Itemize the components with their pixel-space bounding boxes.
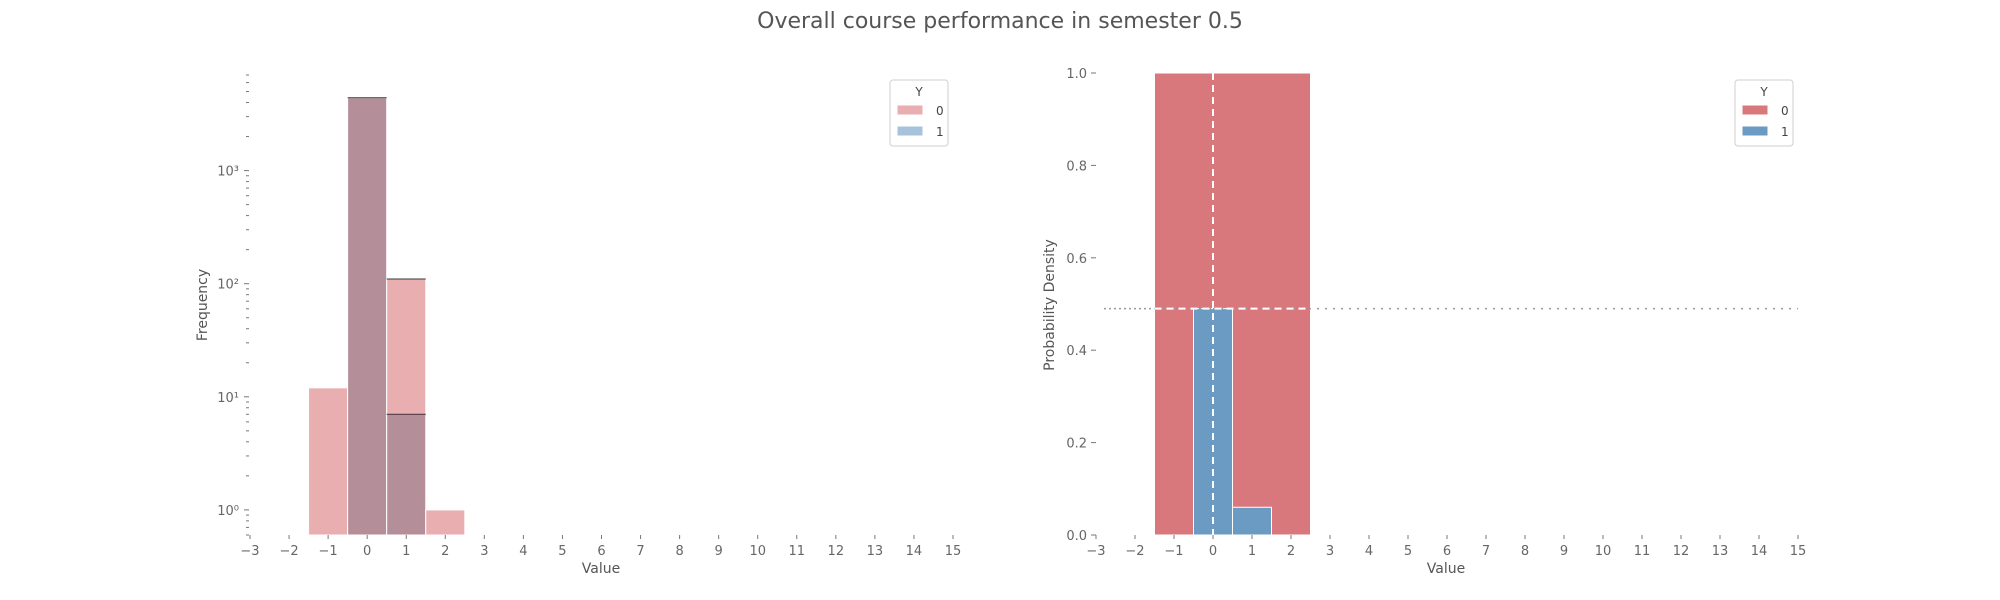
density-histogram-panel: 0.00.20.40.60.81.0 −3 −2 −1 0 1 2 3 4 5 6 7 8 9 10 11 1… <box>1042 67 1806 577</box>
x-tick-label: 4 <box>519 544 527 559</box>
x-tick-label: 13 <box>1712 544 1729 559</box>
x-tick-label: 12 <box>1673 544 1690 559</box>
legend-label-1: 1 <box>936 125 944 139</box>
histogram-bar-class-0 <box>308 387 349 536</box>
x-tick-label: −3 <box>1086 544 1105 559</box>
x-tick-label: 11 <box>789 544 806 559</box>
x-tick-label: 15 <box>1790 544 1807 559</box>
x-tick-label: 6 <box>1443 544 1451 559</box>
x-tick-label: 10 <box>749 544 766 559</box>
y-tick-label: 1.0 <box>1066 67 1087 82</box>
legend-label-0: 0 <box>1781 104 1789 118</box>
frequency-y-axis: 10⁰ 10¹ 10² 10³ <box>217 74 249 536</box>
x-tick-label: 2 <box>441 544 449 559</box>
x-tick-label: 1 <box>1248 544 1256 559</box>
legend-title: Y <box>914 85 923 99</box>
legend-swatch-1 <box>1741 125 1769 137</box>
x-tick-label: 15 <box>945 544 962 559</box>
x-tick-label: −1 <box>1164 544 1183 559</box>
x-tick-label: −2 <box>1125 544 1144 559</box>
frequency-x-axis-label: Value <box>582 561 620 577</box>
x-tick-label: 5 <box>558 544 566 559</box>
y-tick-label: 0.4 <box>1066 344 1087 359</box>
histogram-bar-class-0 <box>386 278 427 415</box>
legend-label-1: 1 <box>1781 125 1789 139</box>
x-tick-label: −2 <box>279 544 298 559</box>
y-tick-label: 0.6 <box>1066 252 1087 267</box>
x-tick-label: 9 <box>715 544 723 559</box>
x-tick-label: 14 <box>1751 544 1768 559</box>
x-tick-label: 10 <box>1595 544 1612 559</box>
x-tick-label: 13 <box>867 544 884 559</box>
y-tick-label: 0.2 <box>1066 437 1087 452</box>
x-tick-label: 1 <box>402 544 410 559</box>
legend-swatch-1 <box>896 125 924 137</box>
x-tick-label: 9 <box>1560 544 1568 559</box>
x-tick-label: 11 <box>1634 544 1651 559</box>
frequency-x-axis: −3 −2 −1 0 1 2 3 4 5 6 7 8 9 10 11 12 13 14 15 <box>240 535 961 559</box>
y-tick-label: 10³ <box>217 165 239 180</box>
density-x-axis-label: Value <box>1427 561 1465 577</box>
density-bar-class-1 <box>1232 506 1272 536</box>
x-tick-label: 6 <box>597 544 605 559</box>
x-tick-label: 3 <box>1326 544 1334 559</box>
legend-title: Y <box>1759 85 1768 99</box>
x-tick-label: 4 <box>1365 544 1373 559</box>
y-tick-label: 0.0 <box>1066 529 1087 544</box>
histogram-bar-overlap <box>386 413 427 536</box>
x-tick-label: 8 <box>675 544 683 559</box>
density-y-axis-label: Probability Density <box>1042 239 1058 371</box>
y-tick-label: 0.8 <box>1066 159 1087 174</box>
y-tick-label: 10² <box>217 278 239 293</box>
x-tick-label: 7 <box>1482 544 1490 559</box>
frequency-legend: Y 0 1 <box>889 79 949 147</box>
y-tick-label: 10⁰ <box>217 504 239 519</box>
density-bars <box>1154 72 1311 536</box>
x-tick-label: 14 <box>906 544 923 559</box>
x-tick-label: −1 <box>319 544 338 559</box>
figure-title: Overall course performance in semester 0… <box>757 9 1243 34</box>
x-tick-label: −3 <box>240 544 259 559</box>
histogram-bar-overlap <box>347 97 388 536</box>
x-tick-label: 3 <box>480 544 488 559</box>
x-tick-label: 2 <box>1287 544 1295 559</box>
density-y-axis: 0.0 0.2 0.4 0.6 0.8 1.0 <box>1066 67 1096 544</box>
density-x-axis: −3 −2 −1 0 1 2 3 4 5 6 7 8 9 10 11 12 13 14 15 <box>1086 535 1806 559</box>
histogram-bar-class-0 <box>425 509 466 536</box>
y-tick-label: 10¹ <box>217 391 239 406</box>
x-tick-label: 12 <box>828 544 845 559</box>
x-tick-label: 0 <box>1209 544 1217 559</box>
density-legend: Y 0 1 <box>1734 79 1794 147</box>
x-tick-label: 5 <box>1404 544 1412 559</box>
legend-label-0: 0 <box>936 104 944 118</box>
x-tick-label: 8 <box>1521 544 1529 559</box>
x-tick-label: 0 <box>363 544 371 559</box>
frequency-y-axis-label: Frequency <box>195 269 211 341</box>
legend-swatch-0 <box>896 104 924 116</box>
x-tick-label: 7 <box>636 544 644 559</box>
density-reference-lines <box>1104 73 1798 535</box>
legend-swatch-0 <box>1741 104 1769 116</box>
frequency-bars <box>308 97 466 536</box>
